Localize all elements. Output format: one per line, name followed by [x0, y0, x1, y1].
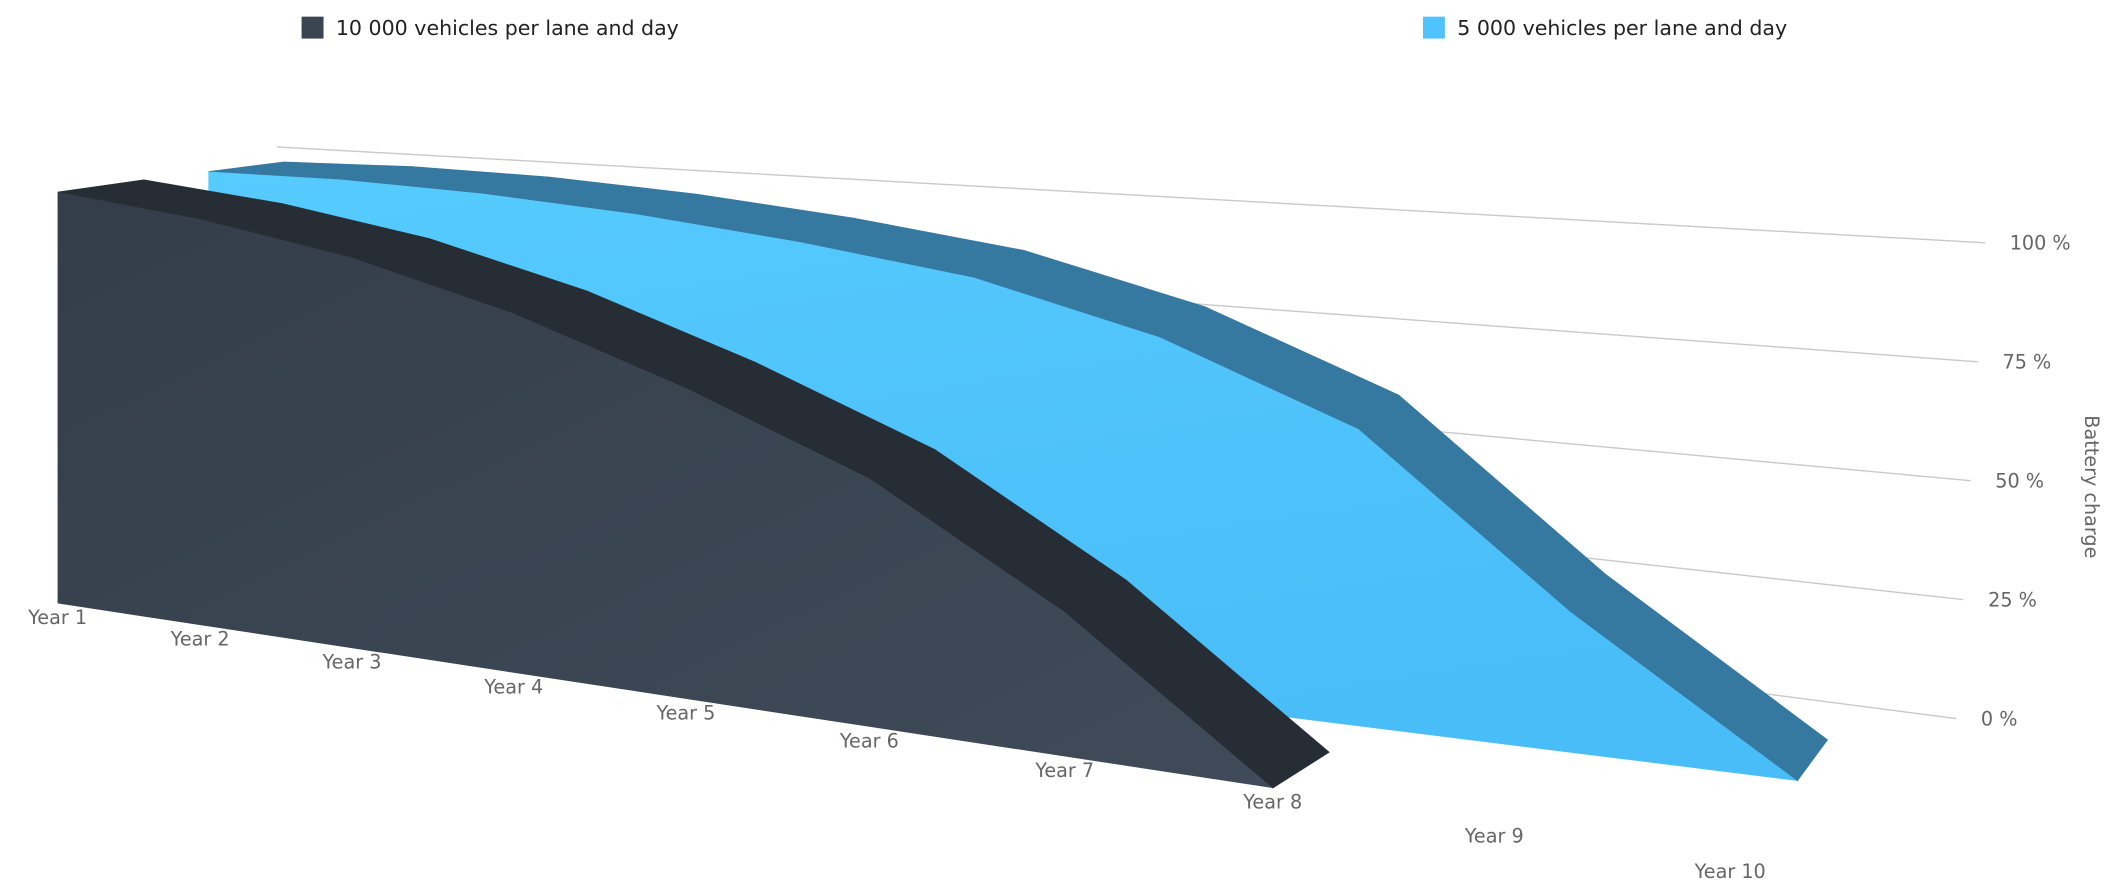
grid-line	[276, 146, 1986, 244]
legend-label: 5 000 vehicles per lane and day	[1457, 16, 1787, 40]
area	[57, 192, 1273, 789]
legend-swatch	[1422, 16, 1445, 39]
x-tick-label: Year 1	[27, 606, 87, 629]
y-tick-label: 75 %	[2003, 351, 2052, 374]
x-tick-label: Year 3	[322, 651, 382, 674]
y-tick-label: 25 %	[1988, 588, 2037, 611]
x-tick-label: Year 10	[1694, 860, 1766, 883]
x-tick-label: Year 5	[655, 701, 715, 724]
x-tick-label: Year 9	[1464, 824, 1524, 847]
plot	[57, 161, 1828, 789]
legend-label: 10 000 vehicles per lane and day	[336, 16, 679, 40]
x-tick-label: Year 2	[170, 628, 230, 651]
y-tick-label: 100 %	[2010, 232, 2071, 255]
y-tick-label: 50 %	[1995, 470, 2044, 493]
x-tick-label: Year 7	[1034, 759, 1094, 782]
legend-swatch	[301, 16, 324, 39]
x-tick-label: Year 6	[839, 729, 899, 752]
series	[57, 179, 1330, 789]
y-tick-label: 0 %	[1981, 707, 2018, 730]
x-tick-label: Year 4	[483, 675, 543, 698]
x-tick-label: Year 8	[1242, 791, 1302, 814]
y-axis-title: Battery charge	[2080, 415, 2103, 558]
